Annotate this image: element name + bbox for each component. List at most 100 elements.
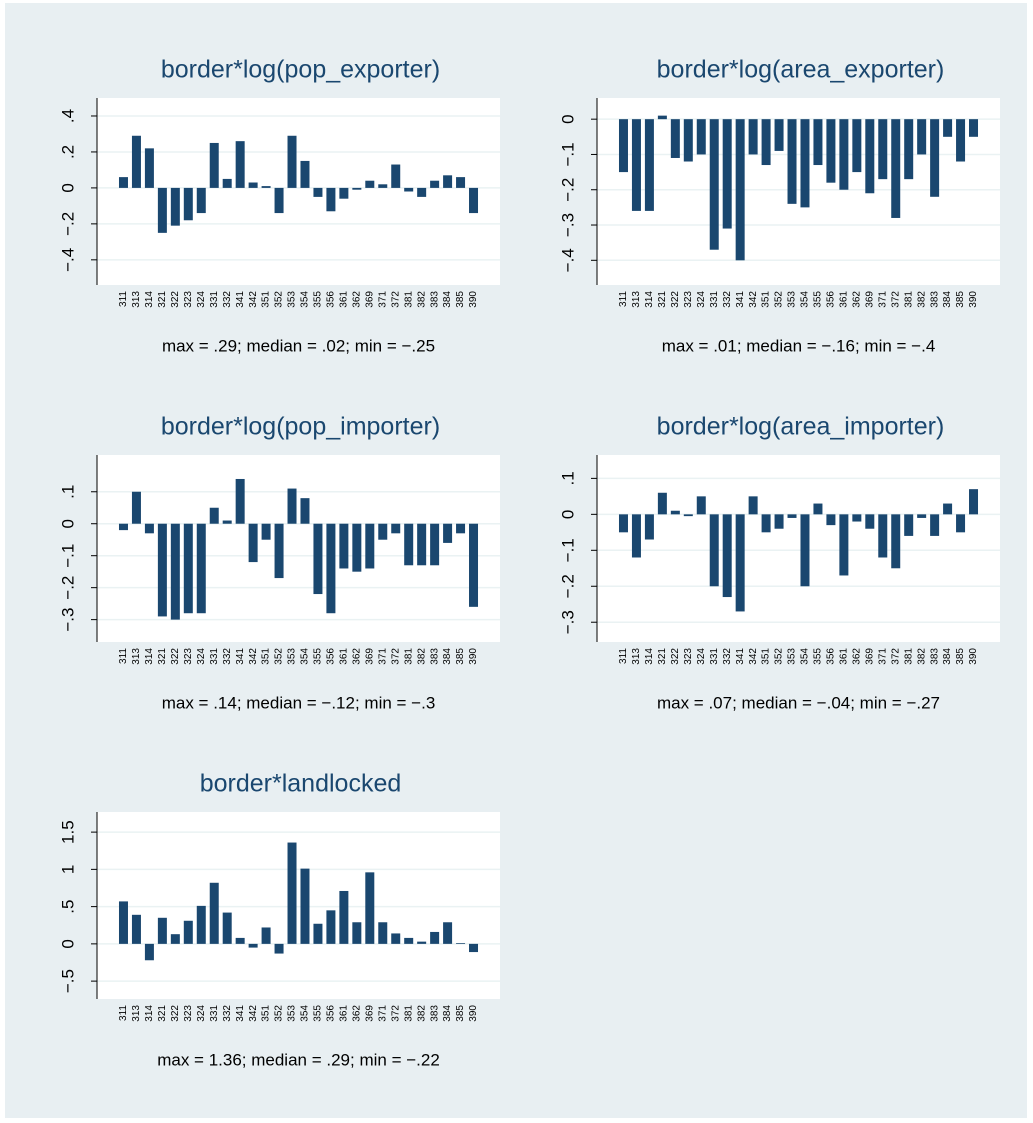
x-tick-label: 356 bbox=[826, 291, 837, 308]
x-tick-label: 311 bbox=[118, 291, 129, 307]
y-tick-label: −.3 bbox=[558, 610, 577, 634]
bar bbox=[352, 523, 362, 572]
chart-title: border*log(pop_exporter) bbox=[161, 56, 440, 84]
x-tick-label: 322 bbox=[170, 291, 181, 308]
bar bbox=[131, 914, 141, 944]
bar bbox=[904, 119, 914, 180]
bar bbox=[313, 523, 323, 595]
bar bbox=[709, 119, 719, 250]
x-tick-label: 371 bbox=[877, 291, 888, 308]
x-tick-label: 354 bbox=[300, 648, 311, 665]
x-tick-label: 323 bbox=[183, 648, 194, 665]
bar bbox=[352, 922, 362, 944]
subplot: border*log(area_exporter) −.4 −.3 −.2 −.1 0 31… bbox=[558, 56, 1000, 355]
bar bbox=[144, 943, 154, 961]
x-tick-label: 369 bbox=[364, 291, 375, 308]
bar bbox=[683, 514, 693, 517]
bar bbox=[339, 523, 349, 569]
plot-area bbox=[97, 98, 500, 285]
x-tick-label: 381 bbox=[403, 648, 414, 665]
x-tick-label: 383 bbox=[929, 291, 940, 308]
x-tick-label: 371 bbox=[377, 648, 388, 665]
bar bbox=[209, 882, 219, 944]
x-tick-label: 381 bbox=[403, 291, 414, 308]
x-tick-label: 384 bbox=[942, 648, 953, 665]
bar bbox=[800, 119, 810, 208]
bar bbox=[235, 478, 245, 524]
x-tick-label: 371 bbox=[377, 291, 388, 308]
bar bbox=[969, 119, 979, 137]
x-tick-label: 362 bbox=[351, 648, 362, 665]
bar bbox=[183, 187, 193, 221]
bar bbox=[391, 933, 401, 944]
x-tick-label: 322 bbox=[670, 648, 681, 665]
bar bbox=[891, 119, 901, 218]
bar bbox=[618, 514, 628, 533]
bar bbox=[248, 943, 258, 948]
x-tick-label: 390 bbox=[968, 648, 979, 665]
x-tick-label: 324 bbox=[196, 648, 207, 665]
bar bbox=[248, 182, 258, 188]
y-tick-label: −.2 bbox=[558, 574, 577, 598]
x-tick-label: 355 bbox=[313, 1005, 324, 1022]
bar bbox=[118, 177, 128, 188]
bar bbox=[261, 927, 271, 944]
x-tick-label: 383 bbox=[429, 291, 440, 308]
x-tick-label: 382 bbox=[916, 291, 927, 308]
plot-area bbox=[597, 455, 1000, 642]
x-tick-label: 361 bbox=[839, 648, 850, 665]
x-tick-label: 369 bbox=[864, 291, 875, 308]
bar bbox=[235, 937, 245, 944]
bar bbox=[118, 523, 128, 531]
bar bbox=[391, 523, 401, 534]
bar bbox=[787, 514, 797, 518]
x-tick-label: 314 bbox=[644, 648, 655, 665]
x-tick-label: 341 bbox=[235, 291, 246, 308]
bar bbox=[274, 943, 284, 954]
x-tick-label: 371 bbox=[877, 648, 888, 665]
y-tick-label: 0 bbox=[558, 510, 577, 519]
bar bbox=[456, 177, 466, 188]
bar bbox=[157, 187, 167, 233]
y-tick-label: −.5 bbox=[58, 969, 77, 993]
bar bbox=[709, 514, 719, 587]
bar bbox=[670, 510, 680, 515]
x-tick-label: 371 bbox=[377, 1005, 388, 1022]
bar bbox=[300, 160, 310, 188]
bar bbox=[943, 503, 953, 515]
x-tick-label: 342 bbox=[248, 648, 259, 665]
x-tick-label: 351 bbox=[761, 648, 772, 665]
bar bbox=[391, 164, 401, 188]
x-tick-label: 369 bbox=[364, 648, 375, 665]
bar bbox=[813, 503, 823, 515]
bar bbox=[722, 119, 732, 229]
x-tick-label: 341 bbox=[735, 291, 746, 308]
bar bbox=[878, 514, 888, 558]
bar bbox=[326, 910, 336, 944]
bar bbox=[813, 119, 823, 166]
x-tick-label: 322 bbox=[670, 291, 681, 308]
x-tick-label: 361 bbox=[839, 291, 850, 308]
x-tick-label: 356 bbox=[826, 648, 837, 665]
bar bbox=[657, 492, 667, 515]
x-tick-label: 314 bbox=[144, 1005, 155, 1022]
x-tick-label: 381 bbox=[903, 648, 914, 665]
bar bbox=[196, 905, 206, 944]
x-tick-label: 372 bbox=[390, 648, 401, 665]
y-tick-label: 0 bbox=[558, 114, 577, 123]
x-tick-label: 390 bbox=[468, 291, 479, 308]
x-tick-label: 311 bbox=[118, 648, 129, 664]
y-tick-label: 0 bbox=[58, 519, 77, 528]
bar bbox=[287, 842, 297, 944]
bar bbox=[761, 119, 771, 166]
bar bbox=[339, 187, 349, 199]
x-tick-label: 356 bbox=[326, 1005, 337, 1022]
bar bbox=[326, 523, 336, 614]
plot-area bbox=[97, 812, 500, 999]
x-tick-label: 322 bbox=[170, 648, 181, 665]
bar bbox=[144, 523, 154, 534]
x-tick-label: 353 bbox=[787, 648, 798, 665]
axis-note: max = .01; median = −.16; min = −.4 bbox=[662, 336, 936, 355]
